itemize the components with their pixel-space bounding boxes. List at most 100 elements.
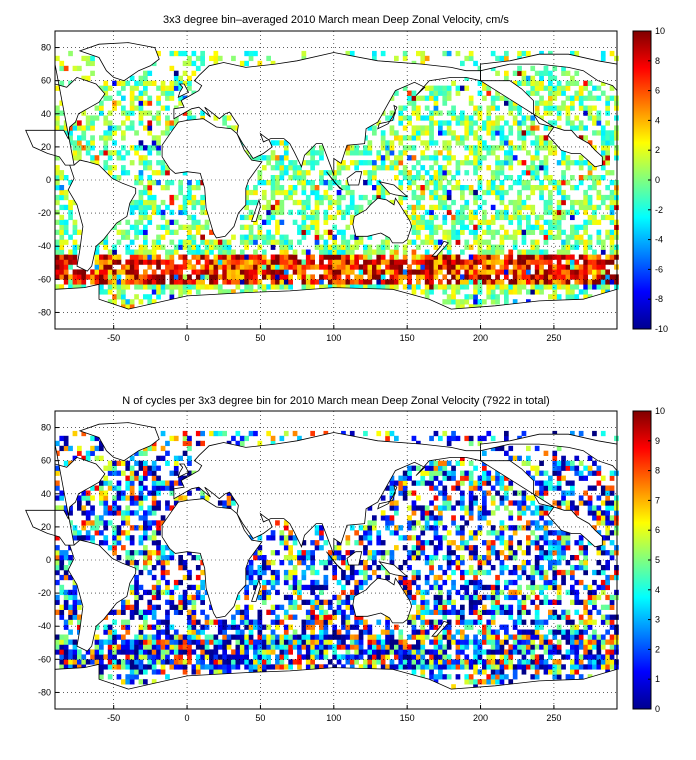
bin-cell (327, 599, 333, 605)
bin-cell (438, 199, 443, 206)
bin-cell (442, 140, 448, 146)
bin-cell (363, 279, 368, 285)
bin-cell (451, 579, 456, 586)
bin-cell (156, 584, 161, 591)
bin-cell (490, 485, 496, 491)
bin-cell (486, 269, 492, 275)
bin-cell (147, 214, 153, 221)
bin-cell (200, 284, 205, 290)
bin-cell (138, 194, 144, 201)
bin-cell (534, 224, 540, 230)
bin-cell (292, 185, 298, 191)
bin-cell (495, 299, 500, 305)
bin-cell (107, 609, 113, 615)
bin-cell (495, 55, 500, 62)
bin-cell (173, 654, 179, 660)
bin-cell (429, 435, 434, 442)
bin-cell (429, 470, 434, 476)
bin-cell (433, 100, 439, 106)
bin-cell (460, 594, 465, 601)
bin-cell (85, 455, 91, 461)
bin-cell (407, 175, 412, 181)
bin-cell (147, 649, 153, 655)
bin-cell (305, 204, 311, 211)
bin-cell (178, 204, 183, 211)
bin-cell (407, 239, 412, 245)
bin-cell (160, 654, 166, 660)
bin-cell (490, 269, 496, 275)
bin-cell (156, 480, 161, 486)
y-tick-label: -20 (38, 208, 51, 218)
bin-cell (490, 649, 496, 655)
bin-cell (314, 530, 320, 536)
bin-cell (600, 274, 606, 280)
bin-cell (292, 199, 298, 206)
bin-cell (178, 239, 183, 245)
bin-cell (367, 140, 373, 146)
bin-cell (72, 584, 78, 591)
bin-cell (68, 574, 73, 581)
bin-cell (143, 530, 148, 536)
bin-cell (99, 639, 104, 645)
bin-cell (367, 244, 373, 250)
bin-cell (442, 299, 448, 305)
bin-cell (398, 185, 404, 191)
bin-cell (235, 254, 241, 260)
bin-cell (288, 664, 293, 670)
bin-cell (552, 219, 558, 225)
bin-cell (151, 254, 157, 260)
bin-cell (209, 634, 214, 640)
bin-cell (143, 214, 148, 221)
bin-cell (451, 520, 456, 526)
bin-cell (433, 584, 439, 591)
bin-cell (534, 214, 540, 221)
bin-cell (68, 520, 73, 526)
bin-cell (160, 209, 166, 216)
bin-cell (99, 490, 104, 496)
bin-cell (77, 244, 82, 250)
bin-cell (178, 100, 183, 106)
bin-cell (433, 185, 439, 191)
bin-cell (147, 634, 153, 640)
bin-cell (526, 204, 531, 211)
bin-cell (297, 224, 302, 230)
bin-cell (438, 515, 443, 521)
bin-cell (407, 145, 412, 151)
bin-cell (473, 60, 478, 67)
bin-cell (270, 140, 276, 146)
bin-cell (195, 185, 201, 191)
bin-cell (526, 180, 531, 186)
bin-cell (204, 269, 210, 275)
bin-cell (499, 189, 505, 196)
bin-cell (460, 274, 465, 280)
bin-cell (609, 219, 615, 225)
bin-cell (587, 199, 593, 206)
bin-cell (103, 500, 109, 506)
bin-cell (94, 259, 100, 265)
bin-cell (539, 115, 544, 121)
bin-cell (195, 229, 201, 235)
bin-cell (169, 254, 175, 260)
bin-cell (266, 589, 271, 596)
bin-cell (55, 634, 60, 640)
bin-cell (468, 555, 474, 561)
bin-cell (310, 274, 315, 280)
bin-cell (486, 530, 492, 536)
bin-cell (239, 274, 245, 280)
bin-cell (477, 105, 483, 111)
bin-cell (305, 254, 311, 260)
bin-cell (112, 500, 117, 506)
bin-cell (235, 440, 241, 447)
bin-cell (446, 120, 452, 126)
bin-cell (213, 619, 219, 625)
bin-cell (455, 259, 461, 265)
bin-cell (138, 475, 144, 481)
bin-cell (341, 185, 346, 191)
bin-cell (490, 299, 496, 305)
bin-cell (147, 165, 153, 171)
bin-cell (402, 480, 408, 486)
bin-cell (121, 155, 126, 161)
bin-cell (517, 284, 522, 290)
bin-cell (495, 480, 500, 486)
bin-cell (275, 140, 280, 146)
